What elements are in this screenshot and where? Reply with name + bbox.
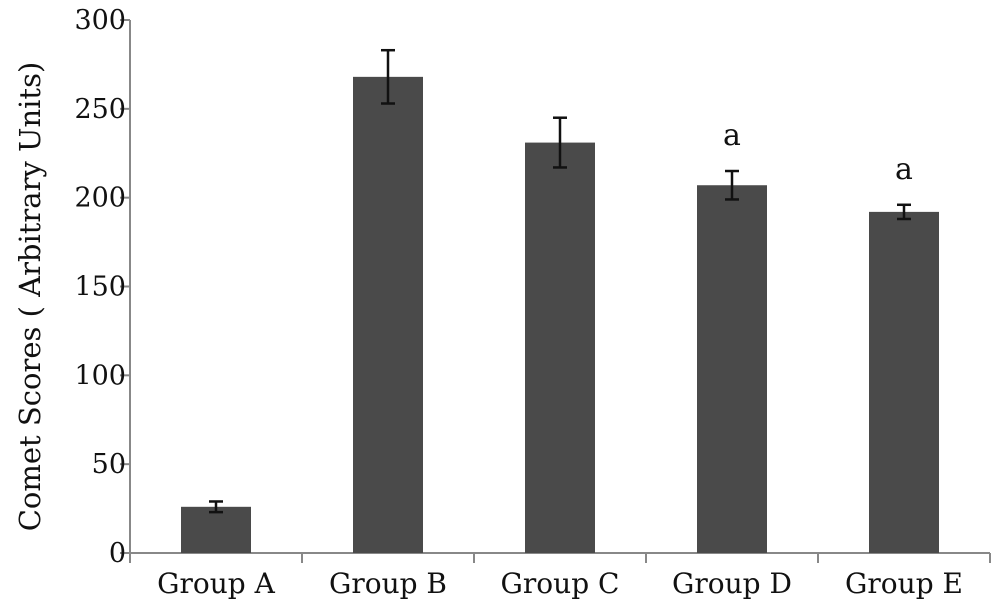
y-axis-title: Comet Scores ( Arbitrary Units) bbox=[13, 62, 47, 532]
bars bbox=[181, 76, 939, 554]
y-tick-label: 300 bbox=[74, 5, 126, 36]
x-category-label: Group B bbox=[329, 567, 447, 600]
annotations: aa bbox=[723, 118, 913, 187]
error-bars bbox=[209, 48, 911, 514]
y-tick-label: 150 bbox=[74, 272, 126, 303]
bar-group-a bbox=[181, 506, 251, 553]
y-tick-label: 100 bbox=[74, 360, 126, 391]
x-labels: Group A Group B Group C Group D Group E bbox=[157, 567, 963, 600]
y-tick-label: 50 bbox=[92, 449, 126, 480]
bar-group-b bbox=[353, 76, 423, 553]
y-tick-label: 250 bbox=[74, 94, 126, 125]
y-tick-label: 0 bbox=[109, 538, 126, 569]
x-category-label: Group C bbox=[501, 567, 620, 600]
y-ticks: 0 50 100 150 200 250 300 bbox=[74, 5, 130, 569]
x-category-label: Group A bbox=[157, 567, 275, 600]
x-category-label: Group E bbox=[845, 567, 963, 600]
significance-annotation: a bbox=[723, 118, 741, 153]
bar-group-d bbox=[697, 185, 767, 554]
bar-group-e bbox=[869, 211, 939, 553]
significance-annotation: a bbox=[895, 152, 913, 187]
x-category-label: Group D bbox=[672, 567, 792, 600]
bar-group-c bbox=[525, 142, 595, 553]
y-axis-title-group: Comet Scores ( Arbitrary Units) bbox=[13, 62, 47, 532]
y-tick-label: 200 bbox=[74, 183, 126, 214]
